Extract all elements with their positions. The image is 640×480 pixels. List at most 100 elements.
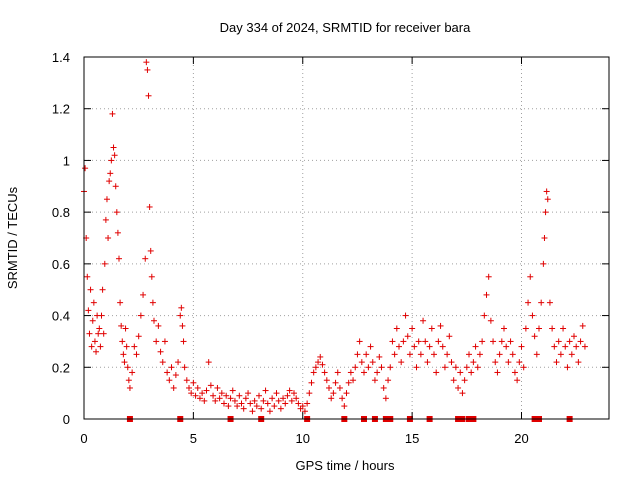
data-point (501, 325, 507, 332)
data-point (577, 338, 584, 345)
y-tick-label: 1.4 (52, 50, 70, 65)
data-point (293, 395, 300, 402)
data-point (431, 351, 437, 358)
data-point (188, 390, 195, 397)
data-point (291, 390, 297, 397)
data-point (119, 338, 126, 345)
data-point (522, 325, 529, 332)
data-point (356, 338, 363, 345)
plot-frame (83, 56, 610, 420)
data-point (146, 203, 153, 210)
data-point (347, 369, 354, 376)
data-point (503, 343, 510, 350)
data-point (118, 322, 125, 329)
data-point (452, 364, 459, 371)
data-point (262, 387, 269, 394)
data-point (277, 405, 284, 412)
data-point (166, 377, 173, 384)
data-point (562, 343, 569, 350)
data-point (153, 338, 160, 345)
data-point (275, 397, 282, 404)
data-point (551, 343, 558, 350)
y-tick-label: 1 (63, 153, 70, 168)
data-point (481, 312, 488, 319)
data-point (151, 317, 157, 324)
data-point (378, 364, 385, 371)
x-tick-labels: 0 5 10 15 20 (80, 431, 528, 446)
data-point (260, 397, 267, 404)
data-point (306, 390, 313, 397)
data-point (129, 369, 136, 376)
y-tick-labels: 0 0.2 0.4 0.6 0.8 1 1.2 1.4 (52, 50, 70, 427)
data-point (271, 403, 278, 410)
x-tick-label: 10 (296, 431, 310, 446)
data-point (334, 369, 341, 376)
data-point (345, 379, 352, 386)
data-point (205, 359, 212, 366)
data-point (216, 395, 223, 402)
data-point (97, 343, 104, 350)
data-point (273, 390, 280, 397)
data-point (240, 405, 247, 412)
data-point (164, 369, 171, 376)
data-point (264, 400, 271, 407)
data-point (245, 390, 252, 397)
data-point (142, 255, 149, 262)
data-point (178, 304, 185, 311)
data-point (113, 209, 120, 216)
data-point (529, 312, 536, 319)
data-point (541, 235, 548, 241)
data-point (540, 260, 547, 267)
data-point (546, 299, 553, 306)
data-point (194, 384, 201, 391)
data-point (170, 384, 177, 391)
y-tick-label: 0 (63, 412, 70, 427)
data-point (103, 196, 110, 203)
data-point (323, 377, 330, 384)
data-point (571, 333, 577, 340)
data-point (387, 364, 394, 371)
data-point (566, 338, 573, 345)
data-point (581, 343, 588, 350)
data-point (492, 359, 499, 366)
data-point (424, 359, 431, 366)
data-point (516, 359, 523, 366)
data-point (210, 392, 217, 399)
data-point (148, 273, 155, 280)
data-point (385, 377, 392, 384)
data-point (365, 364, 372, 371)
data-point (505, 359, 512, 366)
chart-title: Day 334 of 2024, SRMTID for receiver bar… (220, 20, 471, 35)
data-point (175, 359, 182, 366)
data-point (223, 392, 230, 399)
data-point (426, 343, 433, 350)
data-point (177, 312, 184, 319)
data-point (143, 59, 150, 66)
data-point (203, 387, 210, 394)
data-point (389, 338, 396, 345)
data-point (315, 359, 322, 366)
data-point (126, 384, 133, 391)
data-point (455, 384, 462, 391)
data-point (284, 392, 291, 399)
data-point (509, 351, 516, 358)
data-point (133, 351, 140, 358)
data-point (400, 338, 407, 345)
data-point (380, 384, 387, 391)
data-point (308, 379, 315, 386)
data-point (494, 369, 501, 376)
y-tick-label: 0.4 (52, 309, 70, 324)
data-point (106, 178, 113, 185)
data-point (404, 333, 411, 340)
data-point (145, 92, 152, 99)
data-point (310, 369, 317, 376)
data-point (147, 247, 154, 254)
data-point (242, 395, 249, 402)
data-point (88, 343, 95, 350)
data-point (112, 183, 119, 190)
data-point (350, 377, 357, 384)
data-point (214, 384, 221, 391)
data-point (560, 325, 567, 332)
data-point (470, 359, 477, 366)
data-point (485, 273, 492, 280)
